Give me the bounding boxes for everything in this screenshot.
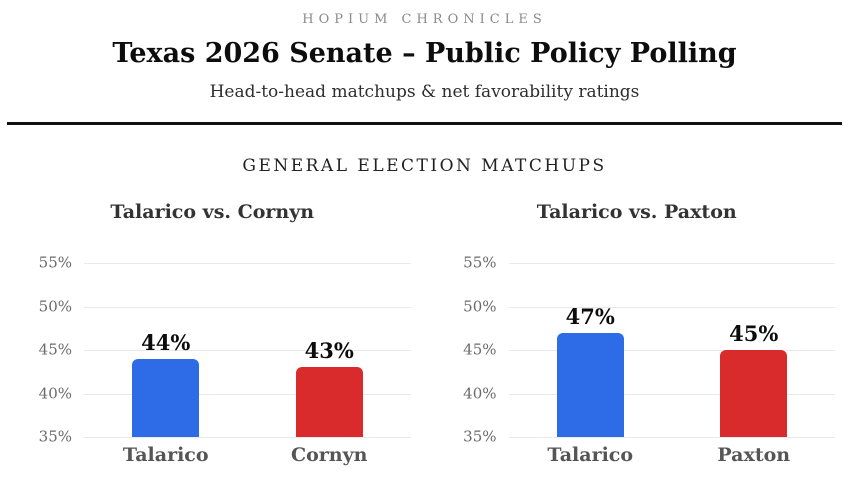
- y-tick-label: 40%: [445, 386, 497, 401]
- page-title: Texas 2026 Senate – Public Policy Pollin…: [0, 38, 849, 69]
- y-tick-label: 35%: [445, 430, 497, 445]
- bar-value-label: 44%: [101, 332, 231, 353]
- charts-row: Talarico vs. Cornyn 35%40%45%50%55%44%Ta…: [0, 201, 849, 437]
- y-tick-label: 50%: [445, 299, 497, 314]
- header-divider: [7, 122, 842, 125]
- bar-value-label: 43%: [264, 340, 394, 361]
- gridline: [509, 263, 836, 264]
- y-tick-label: 50%: [20, 299, 72, 314]
- y-tick-label: 55%: [20, 256, 72, 271]
- gridline: [84, 263, 411, 264]
- y-tick-label: 35%: [20, 430, 72, 445]
- y-tick-label: 55%: [445, 256, 497, 271]
- y-tick-label: 45%: [20, 343, 72, 358]
- section-title: GENERAL ELECTION MATCHUPS: [0, 156, 849, 176]
- bar-paxton: [720, 350, 787, 437]
- x-axis-label: Talarico: [81, 446, 251, 465]
- bar-cornyn: [296, 367, 363, 437]
- chart-title: Talarico vs. Paxton: [425, 201, 849, 223]
- gridline: [84, 307, 411, 308]
- bar-talarico: [557, 333, 624, 437]
- page-subtitle: Head-to-head matchups & net favorability…: [0, 82, 849, 102]
- chart-talarico-vs-paxton: Talarico vs. Paxton 35%40%45%50%55%47%Ta…: [425, 201, 849, 437]
- bar-value-label: 45%: [689, 323, 819, 344]
- x-axis-label: Paxton: [669, 446, 839, 465]
- publication-kicker: HOPIUM CHRONICLES: [0, 12, 849, 27]
- chart-title: Talarico vs. Cornyn: [0, 201, 425, 223]
- gridline: [84, 437, 411, 438]
- bar-talarico: [132, 359, 199, 437]
- x-axis-label: Talarico: [505, 446, 675, 465]
- gridline: [509, 437, 836, 438]
- y-tick-label: 40%: [20, 386, 72, 401]
- bar-value-label: 47%: [525, 306, 655, 327]
- x-axis-label: Cornyn: [244, 446, 414, 465]
- y-tick-label: 45%: [445, 343, 497, 358]
- chart-talarico-vs-cornyn: Talarico vs. Cornyn 35%40%45%50%55%44%Ta…: [0, 201, 425, 437]
